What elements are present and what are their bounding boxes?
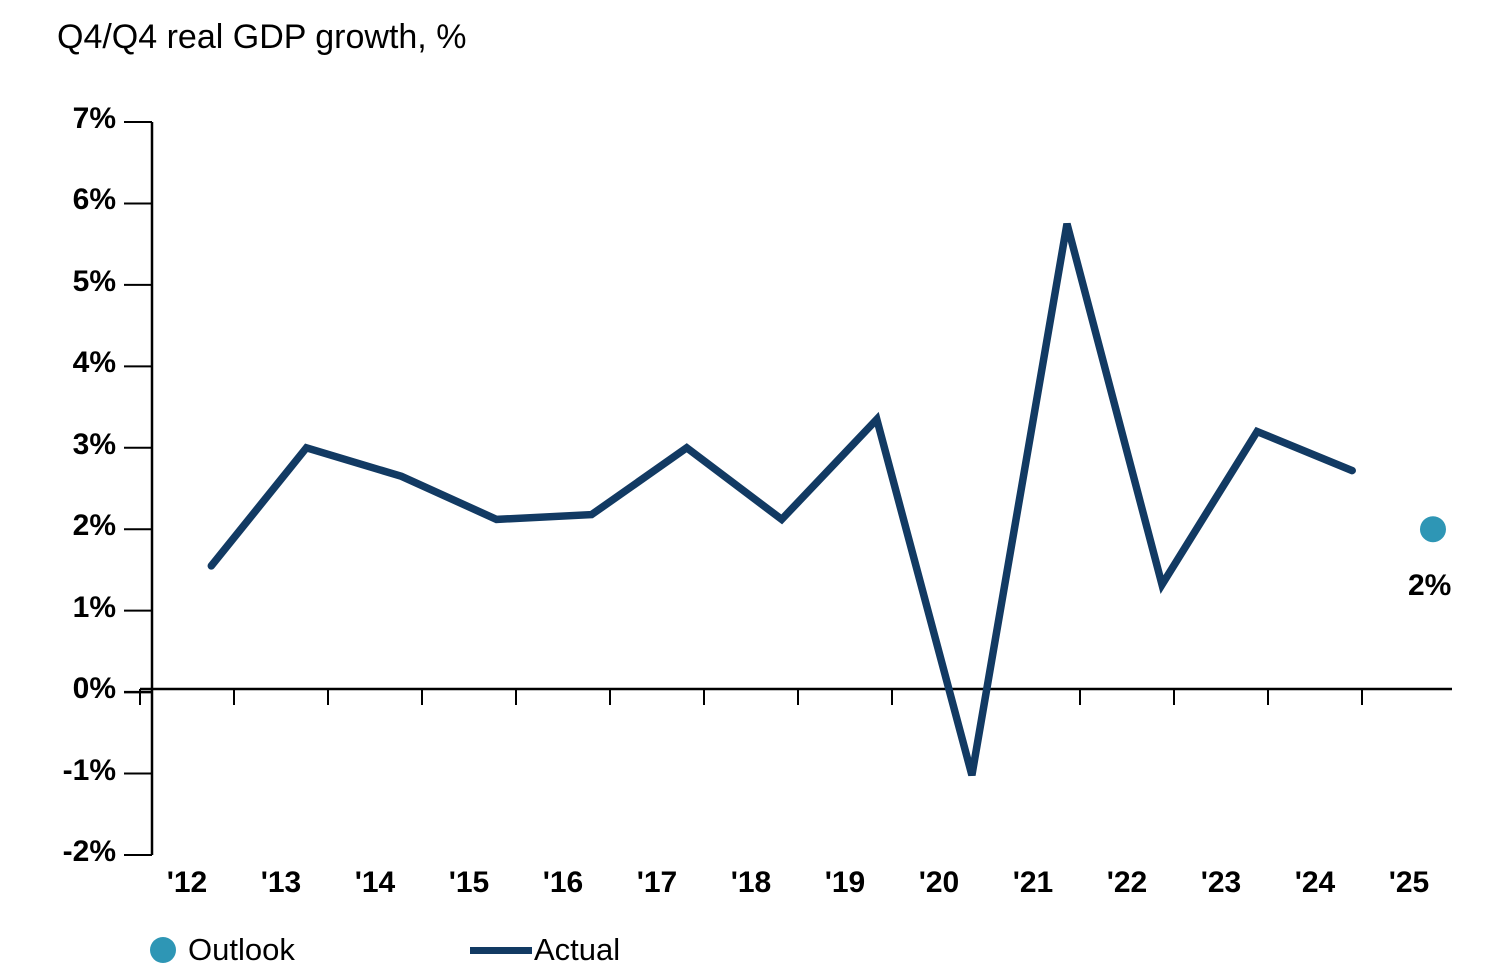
outlook-marker-icon <box>150 937 176 963</box>
y-axis-tick-label: 7% <box>72 102 116 135</box>
x-axis-tick-label: '25 <box>1388 866 1430 899</box>
y-axis-tick-label: 3% <box>72 427 116 461</box>
actual-marker-icon <box>470 946 532 954</box>
x-axis-tick-label: '21 <box>1012 866 1054 899</box>
y-axis-tick-label: 2% <box>72 509 116 543</box>
y-axis-tick-label: 6% <box>72 183 116 217</box>
legend-item-actual[interactable]: Actual <box>470 928 620 972</box>
y-axis-tick-label: 0% <box>72 672 116 706</box>
x-axis-tick-label: '16 <box>542 866 584 899</box>
legend-label-outlook: Outlook <box>188 932 295 967</box>
x-axis-tick-label: '12 <box>166 866 208 899</box>
x-axis-tick-label: '17 <box>636 866 678 899</box>
x-axis-tick-label: '14 <box>354 866 396 899</box>
y-axis-tick-label: 5% <box>72 264 116 298</box>
x-axis-tick-label: '24 <box>1294 866 1336 899</box>
outlook-value-label: 2% <box>1407 569 1452 603</box>
y-axis-tick-label: 4% <box>72 346 116 380</box>
page-title: Q4/Q4 real GDP growth, % <box>57 18 467 56</box>
outlook-data-point <box>1419 516 1446 543</box>
legend-item-outlook[interactable]: Outlook <box>150 928 295 972</box>
y-axis-tick-label: 1% <box>72 590 116 624</box>
y-axis-ticks <box>124 121 152 856</box>
x-axis-tick-label: '20 <box>918 866 960 899</box>
x-axis-tick-label: '22 <box>1106 866 1148 899</box>
legend-label-actual: Actual <box>534 932 621 967</box>
y-axis-tick-label: -2% <box>62 835 116 868</box>
actual-series-line <box>207 222 1356 777</box>
x-axis-tick-label: '15 <box>448 866 490 899</box>
x-axis-ticks <box>139 689 1363 705</box>
x-axis-tick-label: '13 <box>260 866 302 899</box>
y-axis-tick-label: -1% <box>62 753 116 787</box>
x-axis-tick-label: '18 <box>730 866 772 899</box>
x-axis-tick-label: '23 <box>1200 866 1242 899</box>
x-axis-tick-label: '19 <box>824 866 866 899</box>
